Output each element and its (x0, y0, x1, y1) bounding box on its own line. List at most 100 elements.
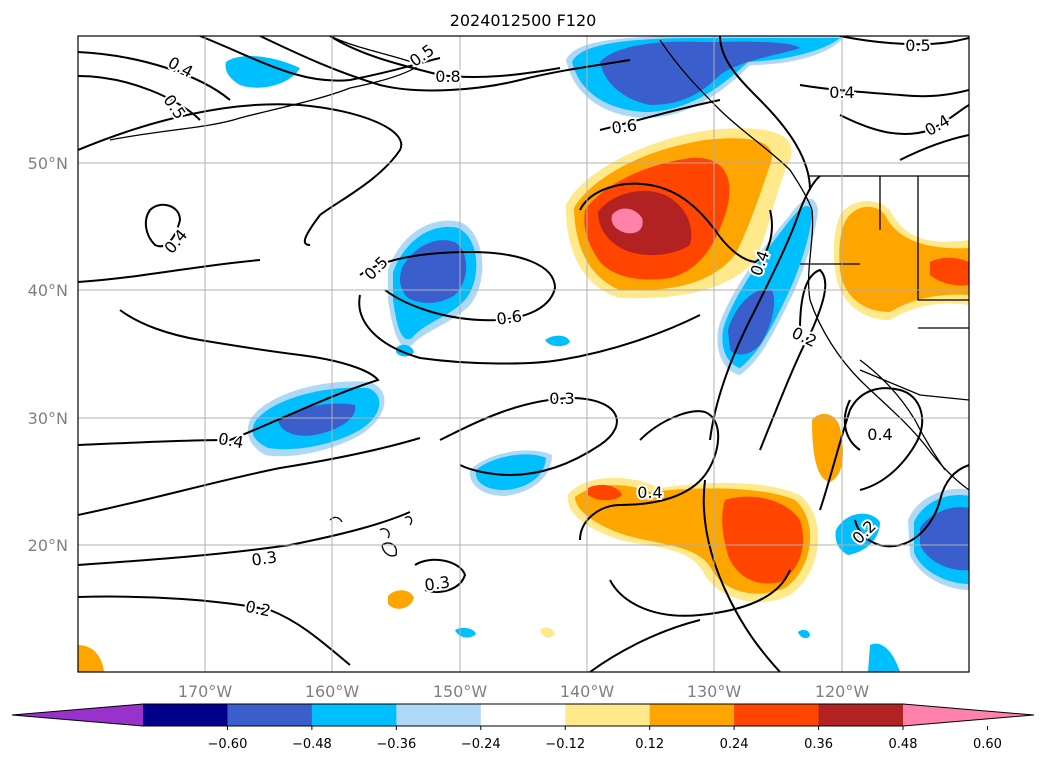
colorbar-tick-label: 0.24 (720, 737, 749, 752)
contour-label: 0.5 (905, 36, 930, 55)
contour-line (78, 511, 411, 566)
contour-label: 0.6 (495, 306, 523, 328)
contour-line (439, 396, 618, 477)
contour-line (78, 437, 421, 516)
contour-line (839, 36, 969, 46)
shaded-anomalies (78, 36, 969, 672)
contour-label: 0.3 (423, 572, 451, 594)
anomaly-positive-region (388, 590, 414, 609)
colorbar-tick-label: −0.60 (208, 737, 248, 752)
lon-tick-label: 140°W (560, 682, 615, 701)
chart-title: 2024012500 F120 (450, 11, 597, 30)
contour-label: 0.8 (435, 67, 460, 86)
anomaly-positive-region (540, 627, 555, 638)
contour-line (78, 309, 380, 446)
colorbar-tick-label: −0.24 (461, 737, 501, 752)
map-frame (77, 35, 970, 673)
lon-axis-labels: 170°W 160°W 150°W 140°W 130°W 120°W (178, 682, 870, 701)
anomaly-negative-region (225, 56, 300, 88)
contour-line (144, 203, 182, 248)
contour-line (358, 294, 701, 365)
lon-tick-label: 130°W (687, 682, 742, 701)
contour-line (609, 569, 791, 617)
colorbar-outline (11, 703, 1035, 727)
anomaly-negative-region (545, 335, 570, 347)
lon-tick-label: 160°W (305, 682, 360, 701)
anomaly-positive-region (598, 191, 692, 256)
contour-line (579, 182, 773, 264)
colorbar-swatch (818, 704, 904, 726)
contour-line (799, 84, 969, 98)
lon-tick-label: 150°W (433, 682, 488, 701)
contour-line (78, 259, 261, 283)
anomaly-positive-region (722, 496, 804, 584)
anomaly-positive-region (78, 645, 104, 672)
contours (78, 36, 969, 672)
lat-axis-labels: 20°N 30°N 40°N 50°N (28, 154, 68, 555)
lat-tick-label: 20°N (28, 536, 68, 555)
contour-line (199, 36, 441, 82)
lat-tick-label: 50°N (28, 154, 68, 173)
contour-line (854, 464, 969, 548)
contour-line (78, 51, 231, 101)
colorbar-tick-label: 0.36 (804, 737, 833, 752)
colorbar-swatch (227, 704, 313, 726)
anomaly-positive-region (588, 484, 622, 501)
colorbar-tick-label: −0.48 (292, 737, 332, 752)
anomaly-positive-region (930, 257, 969, 286)
contour-line (329, 36, 561, 78)
contour-line (579, 410, 720, 541)
contour-label: 0.3 (250, 547, 278, 569)
anomaly-positive-region (839, 206, 969, 312)
anomaly-negative-region (798, 629, 810, 639)
contour-label: 0.3 (549, 389, 574, 408)
contour-line (599, 99, 721, 131)
contour-line (719, 36, 811, 191)
colorbar-swatch (396, 704, 482, 726)
contour-label: 0.4 (867, 425, 892, 444)
anomaly-positive-region (611, 208, 643, 234)
colorbar-tick-label: −0.36 (376, 737, 416, 752)
anomaly-negative-region (728, 289, 775, 355)
contour-line (709, 175, 821, 441)
contour-line (759, 268, 827, 451)
lon-tick-label: 120°W (815, 682, 870, 701)
colorbar-extend-high (903, 704, 1034, 726)
contour-line (259, 36, 631, 92)
contour-line (78, 103, 403, 246)
contour-label: 0.4 (637, 483, 662, 502)
contour-label: 0.6 (610, 115, 638, 137)
colorbar-swatch (311, 704, 397, 726)
colorbar-swatch (565, 704, 651, 726)
anomaly-negative-region (920, 507, 969, 571)
colorbar-extend-low (12, 704, 143, 726)
colorbar-swatch (480, 704, 566, 726)
colorbar-swatch (649, 704, 735, 726)
contour-label: 0.4 (829, 83, 854, 102)
contour-line (414, 558, 467, 593)
colorbar: −0.60 −0.48 −0.36 −0.24 −0.12 0.12 0.24 0.36 0.4… (11, 703, 1035, 752)
colorbar-tick-label: −0.12 (545, 737, 585, 752)
anomaly-negative-region (600, 41, 800, 105)
contour-line (359, 250, 557, 322)
coastlines (109, 36, 969, 557)
colorbar-tick-label: 0.12 (635, 737, 664, 752)
anomaly-negative-region (868, 643, 900, 672)
contour-line (702, 479, 781, 672)
colorbar-tick-label: 0.60 (973, 737, 1002, 752)
contour-line (78, 595, 351, 666)
map-area: 0.4 0.5 0.8 0.6 0.5 0.4 0.4 0.5 0.4 0.5 … (78, 36, 969, 672)
colorbar-tick-label: 0.48 (889, 737, 918, 752)
contour-line (843, 399, 861, 451)
anomaly-negative-region (475, 454, 546, 490)
colorbar-swatch (734, 704, 820, 726)
anomaly-positive-region (812, 413, 843, 482)
lon-tick-label: 170°W (178, 682, 233, 701)
grid-lines (78, 36, 969, 672)
contour-line (819, 387, 924, 511)
contour-line (589, 619, 701, 672)
lat-tick-label: 40°N (28, 281, 68, 300)
lat-tick-label: 30°N (28, 409, 68, 428)
colorbar-swatch (143, 704, 228, 726)
